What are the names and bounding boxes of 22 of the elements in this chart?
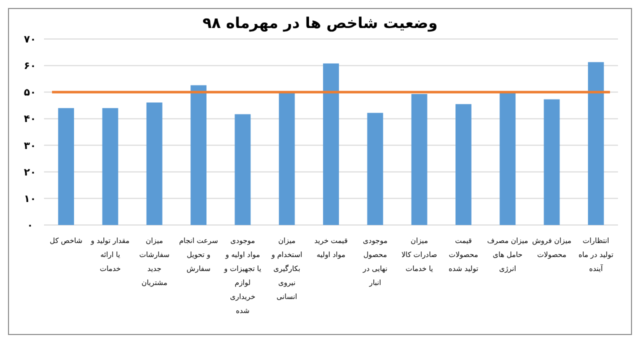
y-tick-label: ۴۰ xyxy=(24,114,36,126)
y-tick-label: ۲۰ xyxy=(24,167,36,178)
y-tick-label: ۳۰ xyxy=(24,140,36,152)
y-tick-label: ۱۰ xyxy=(24,194,36,205)
bar xyxy=(146,102,162,225)
chart-title: وضعیت شاخص ها در مهرماه ۹۸ xyxy=(202,14,438,32)
bar xyxy=(500,92,516,225)
y-tick-label: ۰ xyxy=(26,220,34,232)
y-tick-label: ۷۰ xyxy=(24,34,36,46)
bar xyxy=(58,108,74,225)
bar xyxy=(456,104,472,225)
bar xyxy=(278,92,295,225)
bar xyxy=(102,108,118,225)
bar xyxy=(190,85,206,225)
y-tick-label: ۶۰ xyxy=(24,61,36,72)
bar xyxy=(234,114,251,225)
bar xyxy=(323,63,339,225)
bar xyxy=(544,99,560,225)
y-tick-label: ۵۰ xyxy=(24,88,36,99)
bar xyxy=(411,94,428,225)
bar xyxy=(367,112,384,225)
bar xyxy=(588,62,604,225)
